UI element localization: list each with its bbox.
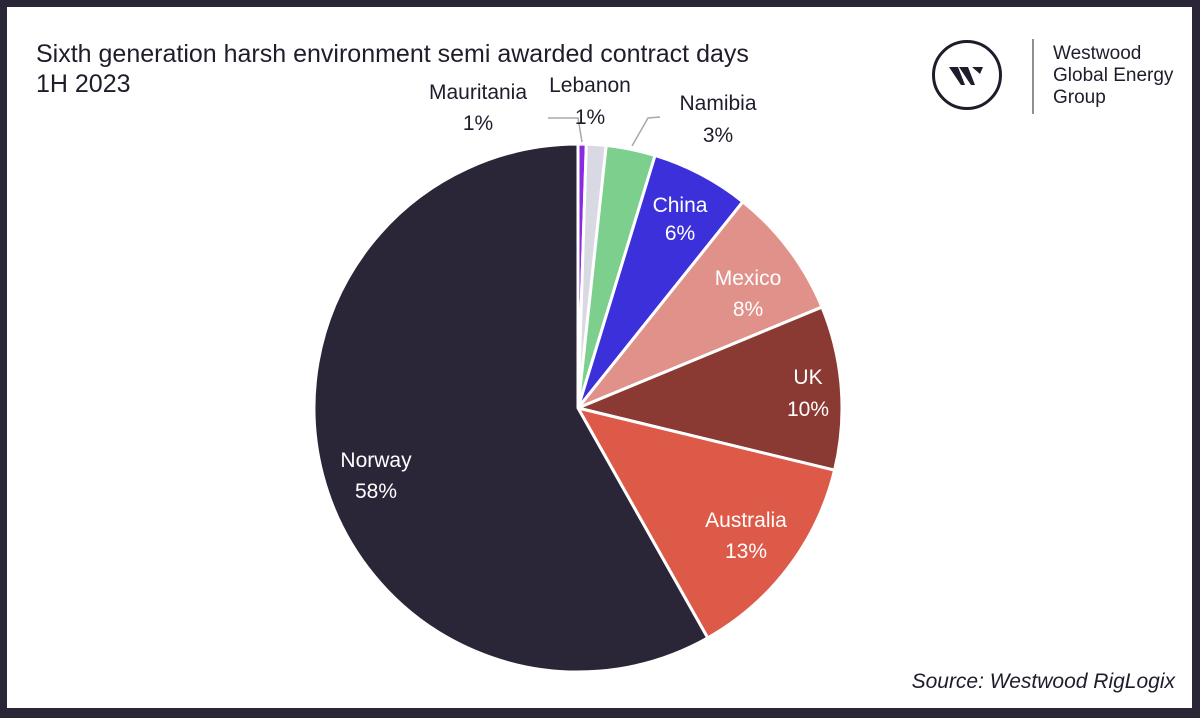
- title-line-2: 1H 2023: [36, 70, 131, 98]
- leader-line-mauritania: [548, 117, 583, 143]
- pie-slices: [312, 142, 844, 674]
- slice-label-mexico: Mexico: [715, 267, 782, 290]
- logo-divider: [1032, 39, 1034, 114]
- logo-line-1: Westwood: [1053, 43, 1142, 64]
- slice-label-australia: Australia: [705, 509, 787, 532]
- slice-labels: Mauritania 1% Lebanon 1% Namibia 3% China 6% Mex…: [340, 74, 829, 563]
- slice-value-uk: 10%: [787, 398, 829, 421]
- pie-slice-norway: [312, 142, 710, 674]
- slice-value-china: 6%: [665, 222, 695, 245]
- source-note: Source: Westwood RigLogix: [911, 670, 1175, 693]
- slice-label-uk: UK: [793, 366, 822, 389]
- slice-value-mauritania: 1%: [463, 112, 493, 135]
- slice-value-mexico: 8%: [733, 298, 763, 321]
- logo-line-2: Global Energy: [1053, 65, 1174, 86]
- pie-slice-australia: [574, 405, 837, 640]
- slice-label-norway: Norway: [340, 449, 412, 472]
- logo-line-3: Group: [1053, 87, 1106, 108]
- title-line-1: Sixth generation harsh environment semi …: [36, 40, 749, 68]
- pie-slice-mexico: [576, 199, 824, 410]
- westwood-w-logo-icon: [932, 40, 1002, 110]
- slice-value-australia: 13%: [725, 540, 767, 563]
- slice-label-china: China: [653, 194, 708, 217]
- slice-value-lebanon: 1%: [575, 106, 605, 129]
- slice-value-namibia: 3%: [703, 124, 733, 147]
- slice-label-mauritania: Mauritania: [429, 81, 527, 104]
- leader-lines: [548, 116, 661, 147]
- slice-value-norway: 58%: [355, 480, 397, 503]
- slice-label-namibia: Namibia: [679, 92, 756, 115]
- logo-text: Westwood Global Energy Group: [1053, 43, 1173, 109]
- westwood-logo: Westwood Global Energy Group: [922, 31, 1192, 121]
- pie-slice-uk: [573, 305, 844, 473]
- chart-title: Sixth generation harsh environment semi …: [36, 39, 936, 99]
- leader-line-namibia: [631, 116, 661, 147]
- slice-label-lebanon: Lebanon: [549, 74, 631, 97]
